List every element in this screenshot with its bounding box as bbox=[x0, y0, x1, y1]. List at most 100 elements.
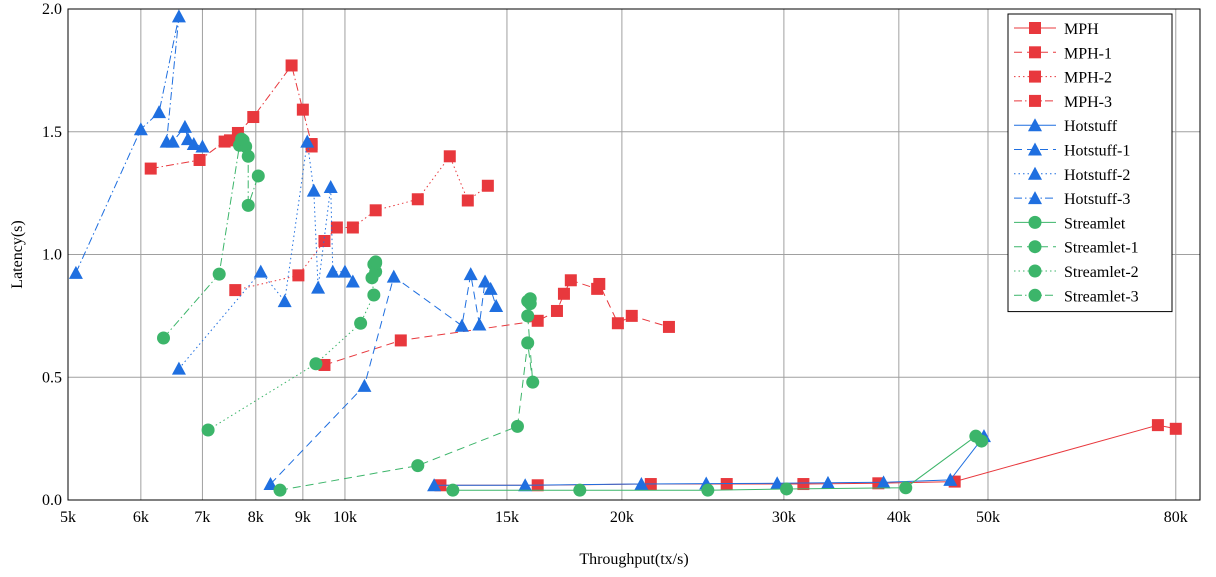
x-tick-label: 7k bbox=[194, 509, 210, 526]
data-point bbox=[820, 475, 835, 489]
data-point bbox=[720, 478, 733, 491]
data-point bbox=[411, 193, 424, 206]
legend-label: MPH-3 bbox=[1064, 94, 1112, 111]
data-point bbox=[263, 477, 278, 491]
legend-label: Streamlet-2 bbox=[1064, 264, 1139, 281]
data-point bbox=[489, 299, 504, 313]
series-streamlet-1 bbox=[273, 292, 540, 497]
y-tick-label: 1.5 bbox=[42, 124, 62, 141]
data-point bbox=[177, 119, 192, 133]
data-point bbox=[247, 111, 260, 124]
series-layer bbox=[68, 9, 1182, 497]
data-point bbox=[701, 483, 715, 497]
data-point bbox=[593, 277, 606, 290]
data-point bbox=[625, 309, 638, 322]
data-point bbox=[337, 264, 352, 278]
x-tick-label: 80k bbox=[1164, 509, 1188, 526]
data-point bbox=[285, 59, 298, 72]
data-point bbox=[367, 288, 381, 302]
data-point bbox=[461, 194, 474, 207]
series-mph-1 bbox=[318, 274, 675, 371]
data-point bbox=[253, 264, 268, 278]
data-point bbox=[68, 265, 83, 279]
data-point bbox=[1028, 215, 1042, 229]
legend-label: Streamlet-1 bbox=[1064, 240, 1139, 257]
data-point bbox=[241, 198, 255, 212]
data-point bbox=[1029, 70, 1041, 83]
x-tick-label: 10k bbox=[333, 509, 357, 526]
data-point bbox=[510, 419, 524, 433]
data-point bbox=[357, 378, 372, 392]
series-line bbox=[163, 138, 259, 339]
series-line bbox=[235, 155, 489, 291]
data-point bbox=[797, 478, 810, 491]
data-point bbox=[564, 274, 577, 287]
data-point bbox=[770, 476, 785, 490]
x-tick-label: 8k bbox=[248, 509, 264, 526]
series-hotstuff-1 bbox=[263, 267, 504, 491]
data-point bbox=[277, 294, 292, 308]
legend-label: MPH-1 bbox=[1064, 45, 1112, 62]
x-axis-label: Throughput(tx/s) bbox=[579, 551, 688, 568]
data-point bbox=[454, 318, 469, 332]
data-point bbox=[165, 134, 180, 148]
data-point bbox=[531, 314, 544, 327]
legend-item: MPH bbox=[1014, 21, 1099, 38]
data-point bbox=[323, 179, 338, 193]
data-point bbox=[152, 105, 167, 119]
data-point bbox=[241, 149, 255, 163]
legend-item: Hotstuff-2 bbox=[1014, 166, 1130, 184]
data-point bbox=[1028, 288, 1042, 302]
data-point bbox=[300, 134, 315, 148]
legend-item: Hotstuff bbox=[1014, 118, 1118, 135]
legend-label: MPH-2 bbox=[1064, 70, 1112, 87]
legend-item: MPH-1 bbox=[1014, 45, 1112, 62]
y-axis-label: Latency(s) bbox=[9, 220, 26, 288]
legend-box bbox=[1007, 13, 1173, 313]
legend-label: Hotstuff-1 bbox=[1064, 143, 1130, 160]
data-point bbox=[369, 255, 383, 269]
legend: MPH MPH-1 MPH-2 MPH-3 Hotstuff Hotstuff-1 Hots… bbox=[1007, 13, 1173, 313]
series-streamlet-2 bbox=[201, 255, 383, 437]
data-point bbox=[1151, 419, 1164, 432]
series-streamlet bbox=[446, 429, 989, 497]
series-mph-3 bbox=[144, 59, 318, 175]
data-point bbox=[1028, 264, 1042, 278]
data-point bbox=[662, 320, 675, 333]
y-tick-label: 2.0 bbox=[42, 1, 62, 18]
data-point bbox=[193, 153, 206, 166]
data-point bbox=[292, 269, 305, 282]
data-point bbox=[611, 317, 624, 330]
x-tick-label: 6k bbox=[133, 509, 149, 526]
data-point bbox=[557, 287, 570, 300]
data-point bbox=[521, 336, 535, 350]
data-point bbox=[212, 267, 226, 281]
series-streamlet-3 bbox=[156, 132, 265, 345]
legend-item: Hotstuff-3 bbox=[1014, 191, 1130, 208]
data-point bbox=[201, 423, 215, 437]
data-point bbox=[550, 304, 563, 317]
data-point bbox=[1169, 422, 1182, 435]
x-tick-label: 30k bbox=[772, 509, 796, 526]
data-point bbox=[318, 234, 331, 247]
legend-item: Streamlet bbox=[1014, 215, 1126, 232]
data-point bbox=[133, 122, 148, 136]
data-point bbox=[345, 274, 360, 288]
data-point bbox=[634, 477, 649, 491]
data-point bbox=[354, 316, 368, 330]
data-point bbox=[144, 162, 157, 175]
legend-item: Streamlet-2 bbox=[1014, 264, 1139, 281]
legend-item: Hotstuff-1 bbox=[1014, 142, 1130, 160]
y-tick-label: 0.5 bbox=[42, 369, 62, 386]
data-point bbox=[483, 281, 498, 295]
data-point bbox=[330, 221, 343, 234]
x-tick-label: 5k bbox=[60, 509, 76, 526]
x-tick-label: 20k bbox=[610, 509, 634, 526]
legend-label: MPH bbox=[1064, 21, 1099, 38]
data-point bbox=[523, 297, 537, 311]
x-tick-label: 9k bbox=[295, 509, 311, 526]
data-point bbox=[1028, 142, 1042, 156]
data-point bbox=[780, 482, 794, 496]
legend-label: Streamlet bbox=[1064, 215, 1126, 232]
data-point bbox=[311, 280, 326, 294]
